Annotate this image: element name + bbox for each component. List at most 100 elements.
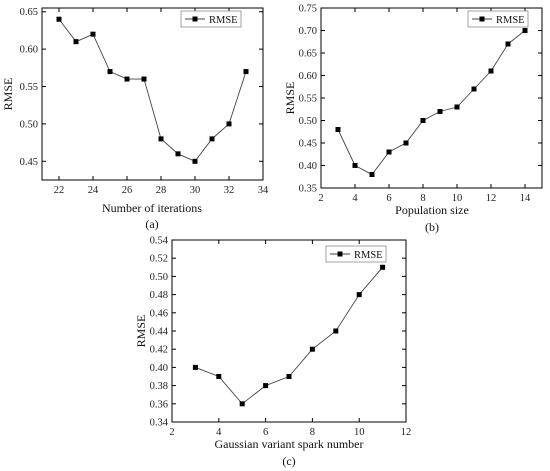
y-tick-label: 0.55 bbox=[20, 82, 38, 93]
y-tick-label: 0.65 bbox=[20, 7, 38, 18]
x-tick-label: 34 bbox=[258, 185, 269, 196]
y-tick-label: 0.55 bbox=[299, 94, 317, 105]
y-tick-label: 0.48 bbox=[150, 290, 168, 301]
panel-label: (c) bbox=[282, 454, 295, 468]
data-point bbox=[263, 383, 269, 389]
y-tick-label: 0.46 bbox=[150, 308, 168, 319]
x-tick-label: 10 bbox=[452, 193, 463, 204]
y-tick-label: 0.75 bbox=[299, 4, 317, 15]
data-point bbox=[386, 149, 392, 155]
panel-label: (a) bbox=[145, 217, 158, 231]
y-axis-label: RMSE bbox=[1, 78, 15, 111]
series-line bbox=[58, 18, 247, 162]
data-point bbox=[309, 346, 315, 352]
legend-box bbox=[180, 10, 242, 28]
legend: RMSE bbox=[180, 10, 242, 28]
x-tick-label: 10 bbox=[354, 427, 365, 438]
legend-marker bbox=[337, 251, 343, 257]
x-tick-label: 26 bbox=[122, 185, 133, 196]
plot-frame bbox=[320, 7, 543, 189]
data-point bbox=[286, 374, 292, 379]
panel-label: (b) bbox=[425, 220, 439, 234]
data-point bbox=[216, 374, 222, 379]
data-point bbox=[356, 292, 362, 298]
y-tick-label: 0.60 bbox=[299, 71, 317, 82]
data-point bbox=[243, 69, 249, 75]
y-tick-label: 0.50 bbox=[150, 272, 168, 283]
y-tick-label: 0.36 bbox=[150, 399, 168, 410]
data-point bbox=[124, 76, 130, 82]
legend-marker bbox=[192, 16, 198, 22]
x-tick-label: 2 bbox=[318, 193, 323, 204]
legend: RMSE bbox=[325, 245, 387, 263]
legend: RMSE bbox=[467, 10, 529, 28]
x-tick-label: 32 bbox=[224, 185, 235, 196]
x-tick-label: 2 bbox=[169, 427, 174, 438]
data-point bbox=[226, 121, 232, 127]
y-tick-label: 0.50 bbox=[299, 116, 317, 127]
data-point bbox=[454, 104, 460, 110]
y-tick-label: 0.45 bbox=[20, 157, 38, 168]
plot-frame bbox=[171, 239, 407, 423]
data-point bbox=[380, 264, 386, 270]
data-point bbox=[239, 401, 245, 407]
x-tick-label: 12 bbox=[401, 427, 412, 438]
y-tick-label: 0.40 bbox=[299, 161, 317, 172]
x-tick-label: 22 bbox=[54, 185, 65, 196]
y-axis-label: RMSE bbox=[283, 82, 297, 115]
y-tick-label: 0.70 bbox=[299, 26, 317, 37]
legend-label: RMSE bbox=[209, 15, 238, 26]
x-tick-label: 8 bbox=[420, 193, 425, 204]
series-line bbox=[337, 30, 526, 176]
x-axis-label: Population size bbox=[395, 203, 469, 217]
data-point bbox=[73, 39, 79, 45]
data-point bbox=[352, 163, 358, 168]
y-tick-label: 0.40 bbox=[150, 363, 168, 374]
y-tick-label: 0.42 bbox=[150, 345, 168, 356]
x-axis-label: Number of iterations bbox=[102, 201, 202, 215]
data-point bbox=[522, 28, 528, 33]
data-point bbox=[192, 364, 198, 370]
chart-panel-b: 2 4 6 8 10 12 14 0.35 0.40 0.45 0.50 0.55 0.60 0.65 0.… bbox=[283, 4, 543, 234]
x-tick-label: 12 bbox=[486, 193, 497, 204]
data-point bbox=[335, 127, 341, 132]
legend-marker bbox=[479, 16, 485, 22]
y-tick-label: 0.52 bbox=[150, 254, 168, 265]
x-tick-label: 4 bbox=[216, 427, 222, 438]
data-point bbox=[107, 69, 113, 75]
data-point bbox=[403, 140, 409, 146]
chart-panel-a: 22 24 26 28 30 32 34 0.45 0.50 0.55 0.60 0.65 Number… bbox=[1, 7, 269, 231]
y-tick-label: 0.50 bbox=[20, 119, 38, 130]
data-point bbox=[488, 68, 494, 74]
legend-box bbox=[325, 245, 387, 263]
x-tick-label: 30 bbox=[190, 185, 201, 196]
data-point bbox=[369, 172, 375, 177]
legend-label: RMSE bbox=[496, 15, 525, 26]
data-point bbox=[175, 151, 181, 157]
data-point bbox=[333, 328, 339, 334]
x-tick-label: 8 bbox=[310, 427, 315, 438]
x-tick-label: 6 bbox=[263, 427, 268, 438]
data-point bbox=[437, 109, 443, 114]
x-tick-label: 14 bbox=[520, 193, 531, 204]
data-point bbox=[158, 136, 164, 142]
data-point bbox=[471, 86, 477, 92]
x-tick-label: 24 bbox=[88, 185, 99, 196]
data-point bbox=[505, 41, 511, 47]
y-tick-label: 0.38 bbox=[150, 381, 168, 392]
y-axis-label: RMSE bbox=[134, 315, 148, 348]
x-tick-label: 6 bbox=[386, 193, 391, 204]
y-tick-label: 0.60 bbox=[20, 45, 38, 56]
y-tick-label: 0.65 bbox=[299, 49, 317, 60]
chart-panel-c: 2 4 6 8 10 12 0.34 0.36 0.38 0.40 0.42 0.44 0.46 0.48… bbox=[134, 236, 411, 469]
data-point bbox=[192, 158, 198, 164]
y-tick-label: 0.45 bbox=[299, 139, 317, 150]
data-point bbox=[420, 118, 426, 123]
y-tick-label: 0.34 bbox=[150, 418, 169, 429]
data-point bbox=[209, 136, 215, 142]
y-tick-label: 0.44 bbox=[150, 327, 169, 338]
x-axis-label: Gaussian variant spark number bbox=[215, 437, 364, 451]
plot-frame bbox=[41, 7, 264, 181]
x-tick-label: 28 bbox=[156, 185, 167, 196]
